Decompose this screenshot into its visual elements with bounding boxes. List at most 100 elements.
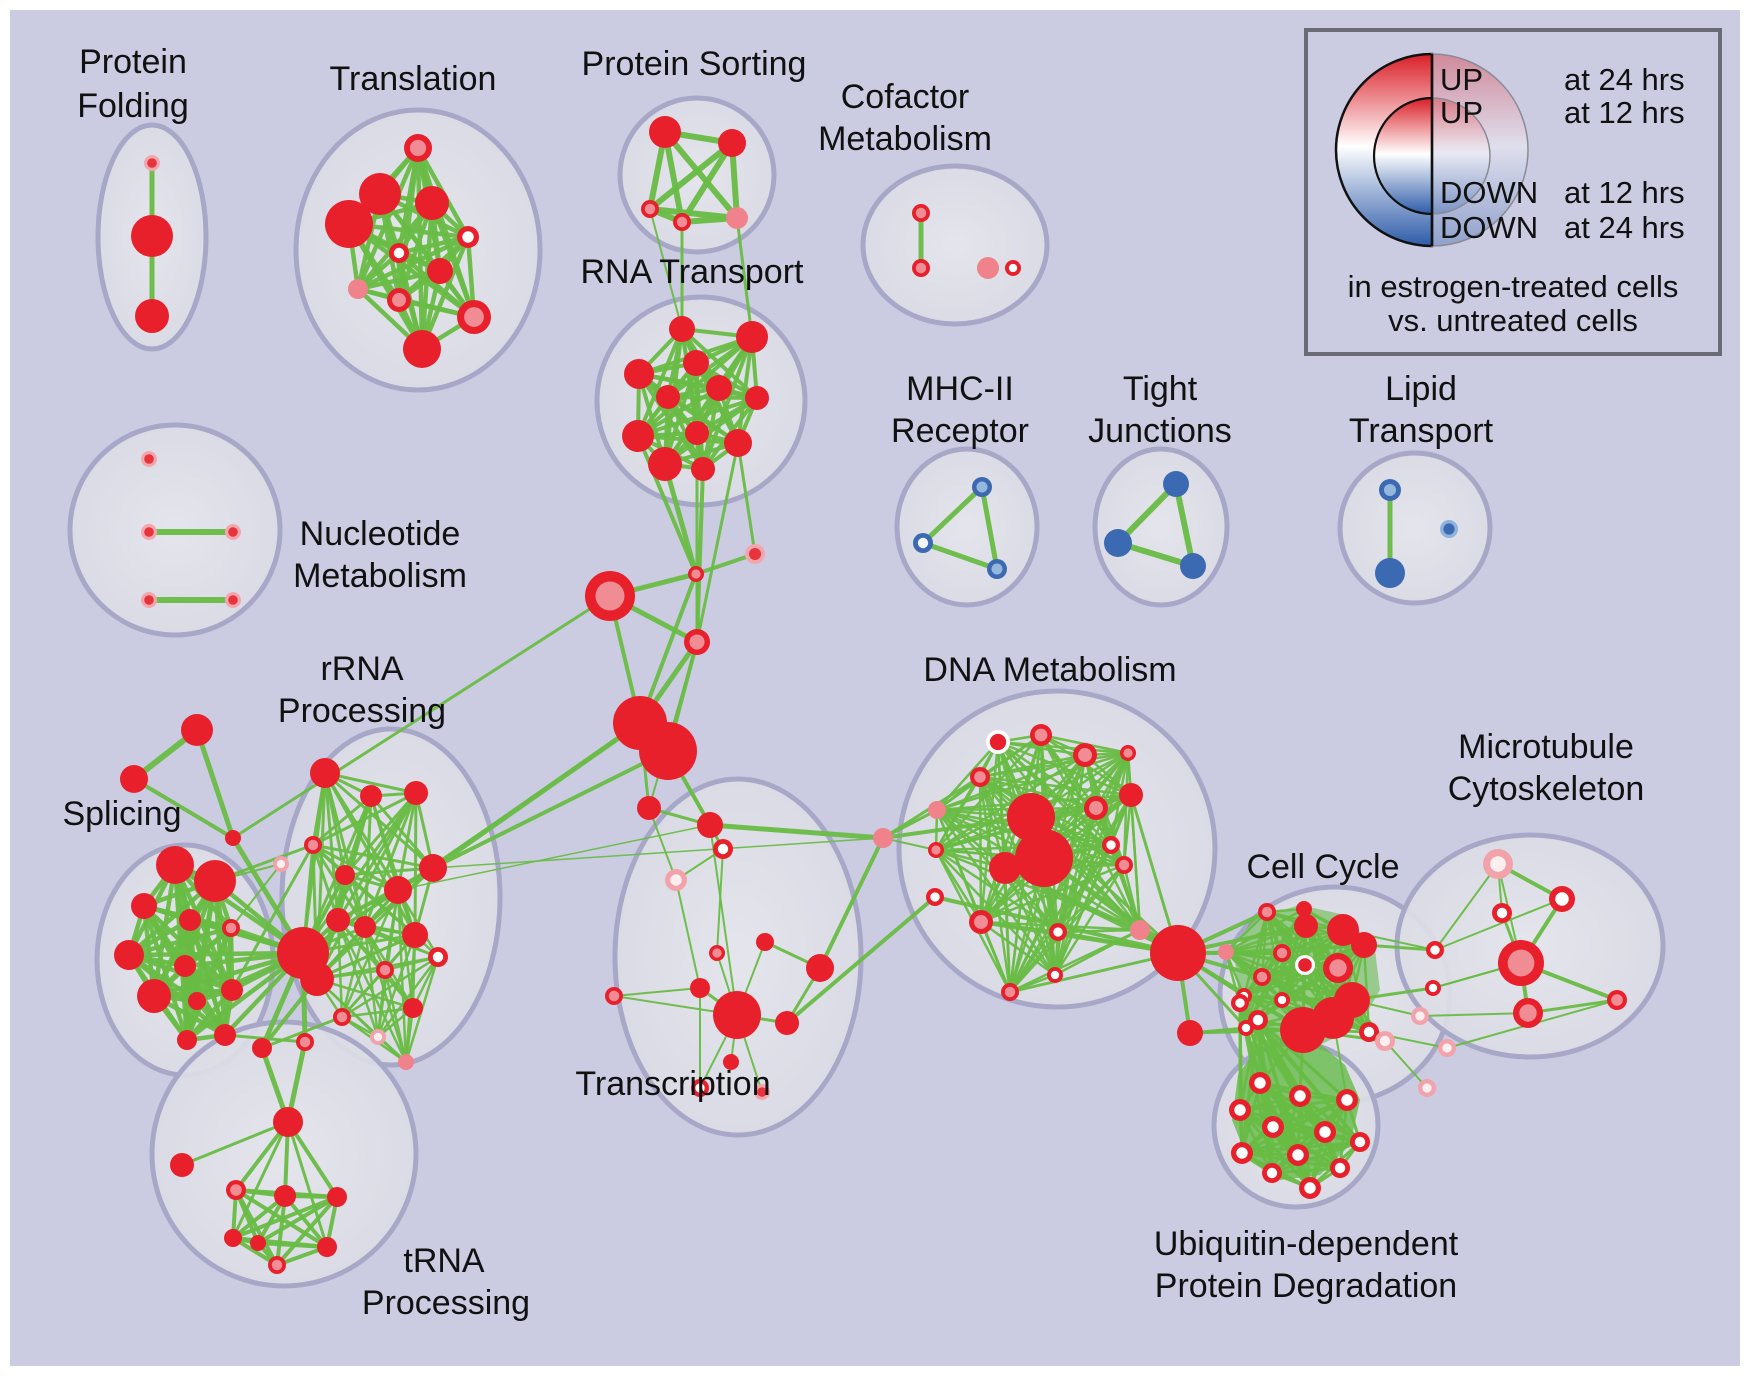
node xyxy=(274,1185,296,1207)
node-core xyxy=(712,948,722,958)
node-core xyxy=(228,527,238,537)
node-core xyxy=(1490,856,1506,872)
node-core xyxy=(373,1032,383,1042)
cluster-label: Processing xyxy=(278,692,446,730)
legend-inner-left-half-icon xyxy=(1372,96,1434,216)
cluster-label: Tight xyxy=(1123,370,1198,408)
node-core xyxy=(930,892,940,902)
node-core xyxy=(144,527,154,537)
node xyxy=(1351,932,1377,958)
node-core xyxy=(974,915,988,929)
node-core xyxy=(1078,748,1092,762)
edge xyxy=(1240,1098,1349,1155)
cluster-label: Protein Degradation xyxy=(1155,1267,1457,1305)
node-core xyxy=(1443,523,1455,535)
cluster-label: Folding xyxy=(77,87,189,125)
node xyxy=(179,909,201,931)
edge xyxy=(1240,1130,1327,1155)
node-core xyxy=(1507,949,1535,977)
node-core xyxy=(695,1083,705,1093)
edge xyxy=(336,918,380,1039)
node xyxy=(1180,553,1206,579)
node xyxy=(806,954,834,982)
node xyxy=(359,173,401,215)
node xyxy=(873,828,893,848)
node xyxy=(624,359,654,389)
legend: UP at 24 hrs UP at 12 hrs DOWN at 12 hrs… xyxy=(1304,28,1722,356)
cluster-label: Cell Cycle xyxy=(1246,848,1399,886)
node-core xyxy=(1363,1026,1375,1038)
node-core xyxy=(670,874,682,886)
node xyxy=(225,830,241,846)
edge xyxy=(818,836,885,970)
edge xyxy=(311,843,400,892)
edge xyxy=(648,807,677,881)
node xyxy=(1163,471,1189,497)
node-core xyxy=(392,293,406,307)
edge xyxy=(432,837,884,869)
cluster-tight-junctions xyxy=(1092,446,1230,608)
edge xyxy=(978,775,1098,810)
node xyxy=(398,1054,414,1070)
edge xyxy=(397,824,711,891)
node-core xyxy=(689,634,705,650)
cluster-label: Metabolism xyxy=(818,120,992,158)
node xyxy=(156,846,194,884)
edge xyxy=(1126,751,1142,932)
node-core xyxy=(1294,1090,1306,1102)
edge xyxy=(182,963,190,1043)
node xyxy=(250,1235,266,1251)
edge xyxy=(231,1194,287,1240)
node-core xyxy=(1341,1094,1353,1106)
edge xyxy=(1122,863,1142,932)
node xyxy=(325,200,373,248)
node xyxy=(1296,901,1312,917)
edge xyxy=(1056,928,1142,934)
edge xyxy=(935,751,1130,812)
node-core xyxy=(230,1184,242,1196)
node-core xyxy=(1496,907,1508,919)
node xyxy=(1104,529,1132,557)
legend-up-outer-time: at 24 hrs xyxy=(1564,62,1685,97)
edge xyxy=(1362,943,1371,1034)
node-core xyxy=(1256,971,1268,983)
edge xyxy=(709,824,738,1016)
edge xyxy=(256,1195,339,1245)
node xyxy=(214,1024,236,1046)
legend-up-outer: UP xyxy=(1440,62,1483,97)
edge xyxy=(636,434,698,576)
edge xyxy=(396,234,471,256)
edge xyxy=(230,843,315,992)
node xyxy=(1312,997,1354,1039)
edge xyxy=(126,950,306,958)
cluster-label: MHC-II xyxy=(906,370,1014,408)
node xyxy=(1150,925,1206,981)
edge xyxy=(343,791,418,877)
legend-down-inner-time: at 12 hrs xyxy=(1564,175,1685,210)
node xyxy=(221,979,243,1001)
network-canvas: Protein Folding Translation Protein Sorting… xyxy=(62,43,1666,1322)
legend-note-line1: in estrogen-treated cells xyxy=(1348,269,1679,304)
edge xyxy=(311,791,418,847)
node xyxy=(1007,793,1055,841)
node-core xyxy=(228,595,238,605)
node xyxy=(170,1153,194,1177)
node-core xyxy=(1008,263,1018,273)
edge xyxy=(920,540,1000,572)
cluster-label: Translation xyxy=(330,60,497,98)
legend-note-line2: vs. untreated cells xyxy=(1388,303,1638,338)
node-core xyxy=(1555,892,1569,906)
node-core xyxy=(1053,927,1063,937)
edge xyxy=(336,794,373,922)
cluster-label: Splicing xyxy=(62,795,181,833)
node xyxy=(114,940,144,970)
edge xyxy=(679,140,735,225)
edge xyxy=(707,822,886,841)
node-core xyxy=(1379,1035,1391,1047)
node-core xyxy=(749,548,761,560)
node xyxy=(360,785,382,807)
node xyxy=(404,781,428,805)
edge xyxy=(383,968,408,1064)
node xyxy=(669,316,695,342)
edge xyxy=(311,794,373,847)
